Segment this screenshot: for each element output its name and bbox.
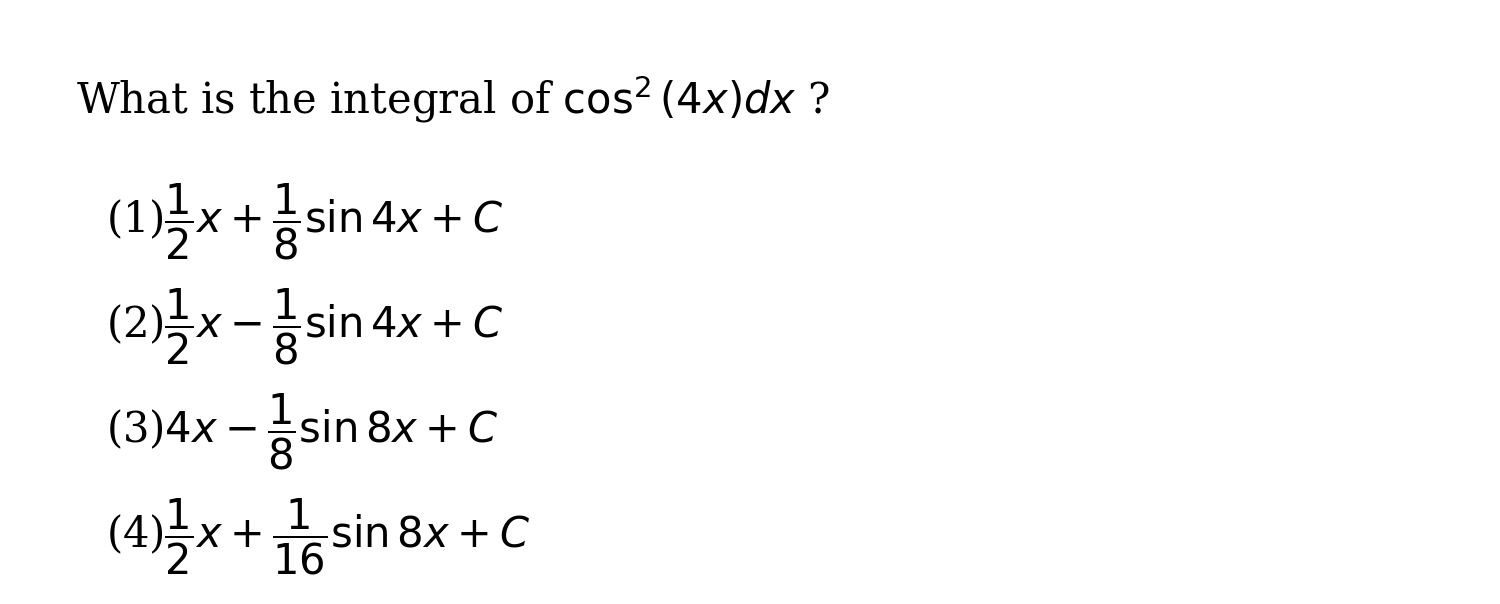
Text: What is the integral of $\cos^2(4x)dx$ ?: What is the integral of $\cos^2(4x)dx$ ? [76, 74, 830, 125]
Text: (1)$\dfrac{1}{2}x + \dfrac{1}{8}\sin 4x + C$: (1)$\dfrac{1}{2}x + \dfrac{1}{8}\sin 4x … [106, 182, 504, 262]
Text: (4)$\dfrac{1}{2}x + \dfrac{1}{16}\sin 8x + C$: (4)$\dfrac{1}{2}x + \dfrac{1}{16}\sin 8x… [106, 498, 531, 577]
Text: (3)$4x - \dfrac{1}{8}\sin 8x + C$: (3)$4x - \dfrac{1}{8}\sin 8x + C$ [106, 392, 498, 472]
Text: (2)$\dfrac{1}{2}x - \dfrac{1}{8}\sin 4x + C$: (2)$\dfrac{1}{2}x - \dfrac{1}{8}\sin 4x … [106, 287, 504, 367]
